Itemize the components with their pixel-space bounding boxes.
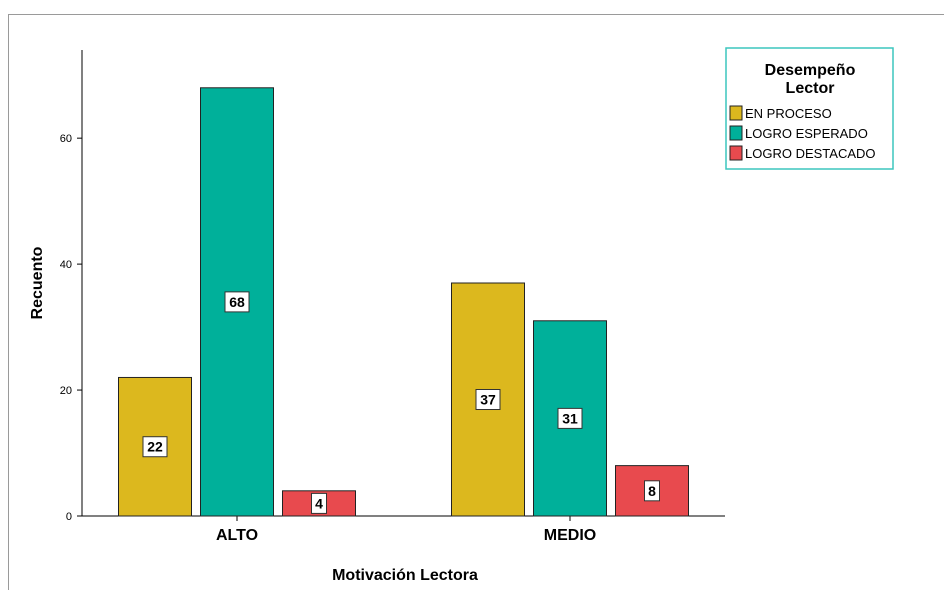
data-label-box [557,407,583,429]
bars [118,87,689,517]
data-label: 37 [480,392,496,408]
y-tick-label: 40 [60,259,72,271]
data-label: 8 [648,483,656,499]
data-label-box [142,436,168,458]
legend-item-label: EN PROCESO [745,106,832,121]
legend-box [725,47,894,170]
x-axis-title: Motivación Lectora [332,567,478,584]
data-label-box [475,389,501,410]
data-label: 68 [229,294,245,310]
legend-title-line1: Desempeño [765,62,856,79]
data-label: 4 [315,495,323,511]
chart-frame [8,14,944,590]
data-label: 31 [562,410,578,426]
legend: Desempeño Lector EN PROCESO LOGRO ESPERAD… [725,47,894,170]
data-label-box [224,291,250,313]
y-axis-title: Recuento [29,246,46,319]
y-tick-label: 20 [60,385,72,397]
category-label: ALTO [216,527,258,544]
legend-swatch [729,125,743,141]
data-label-box [644,480,660,502]
legend-title-line2: Lector [786,80,835,97]
data-labels: 22 68 4 37 31 8 [142,291,660,514]
y-tick-label: 0 [66,511,72,523]
legend-item-label: LOGRO DESTACADO [745,146,876,161]
data-label-box [311,492,327,514]
y-tick-label: 60 [60,133,72,145]
category-label: MEDIO [544,527,596,544]
data-label: 22 [147,439,163,455]
legend-swatch [729,145,743,161]
legend-items: EN PROCESO LOGRO ESPERADO LOGRO DESTACADO [729,105,876,161]
legend-swatch [729,105,743,121]
legend-item-label: LOGRO ESPERADO [745,126,868,141]
